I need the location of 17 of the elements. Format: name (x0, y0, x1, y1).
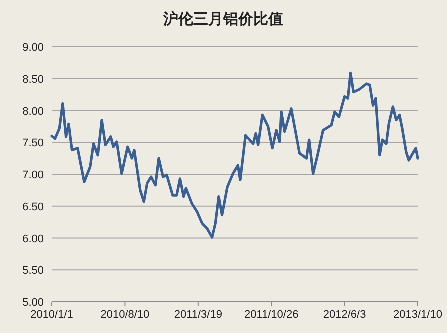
x-tick-label: 2013/1/10 (394, 309, 442, 321)
x-tick-label: 2011/10/26 (244, 309, 299, 321)
chart-title: 沪伦三月铝价比值 (162, 10, 284, 28)
y-tick-label: 6.50 (22, 201, 44, 214)
y-tick-label: 5.00 (22, 297, 44, 309)
y-tick-label: 9.00 (22, 42, 44, 54)
x-tick-label: 2010/1/1 (30, 309, 74, 321)
y-tick-label: 7.00 (22, 170, 44, 182)
y-tick-label: 5.50 (22, 265, 44, 278)
y-tick-label: 6.00 (22, 233, 44, 246)
x-tick-label: 2011/3/19 (174, 309, 222, 321)
x-tick-label: 2012/6/3 (323, 309, 366, 321)
y-tick-label: 8.00 (22, 106, 44, 118)
y-tick-label: 7.50 (22, 138, 44, 150)
x-tick-label: 2010/8/10 (100, 309, 150, 321)
line-series (50, 72, 420, 239)
y-tick-label: 8.50 (22, 74, 44, 86)
